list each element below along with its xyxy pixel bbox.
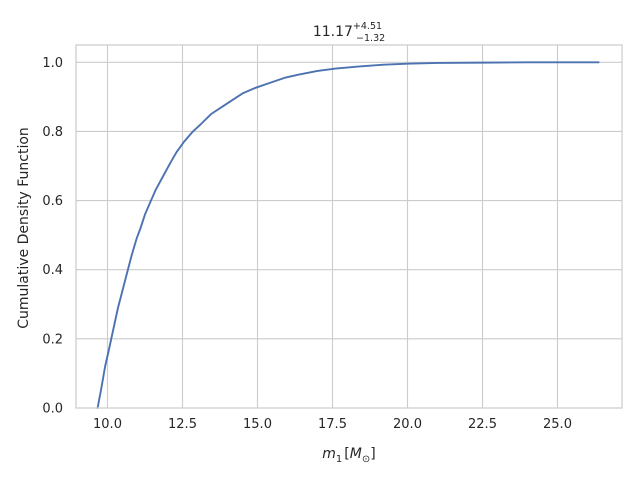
y-tick-label: 0.8 (42, 125, 63, 140)
x-tick-label: 15.0 (243, 417, 272, 432)
y-tick-label: 0.6 (42, 194, 63, 209)
x-tick-label: 25.0 (543, 417, 572, 432)
plot-frame (75, 44, 623, 409)
cdf-series-line (96, 61, 600, 409)
chart-title-sub: −1.32 (356, 33, 385, 44)
y-axis-label: Cumulative Density Function (16, 127, 32, 329)
x-axis-subscript: 1 (336, 454, 342, 465)
x-axis-unit: M (350, 446, 362, 462)
x-tick-label: 22.5 (468, 417, 497, 432)
series-layer (96, 61, 600, 409)
x-tick-label: 20.0 (393, 417, 422, 432)
x-axis-unit-subscript: ⊙ (362, 454, 370, 465)
y-tick-label: 0.0 (42, 402, 63, 417)
y-tick-label: 0.2 (42, 332, 63, 347)
x-tick-labels: 10.0 12.5 15.0 17.5 20.0 22.5 25.0 (93, 417, 572, 432)
chart-title-main: 11.17 (313, 24, 353, 40)
chart-title-sup: +4.51 (353, 21, 382, 32)
x-axis-unit-open: [ (344, 446, 349, 462)
x-tick-label: 12.5 (168, 417, 197, 432)
y-tick-label: 0.4 (42, 263, 63, 278)
y-tick-label: 1.0 (42, 56, 63, 71)
x-tick-label: 10.0 (93, 417, 122, 432)
y-tick-labels: 0.0 0.2 0.4 0.6 0.8 1.0 (42, 56, 63, 417)
x-axis-symbol: m (322, 446, 336, 462)
x-axis-unit-close: ] (370, 446, 375, 462)
chart-title: 11.17+4.51 −1.32 (313, 21, 385, 44)
x-tick-label: 17.5 (318, 417, 347, 432)
x-axis-label: m1 [M⊙] (322, 446, 375, 465)
